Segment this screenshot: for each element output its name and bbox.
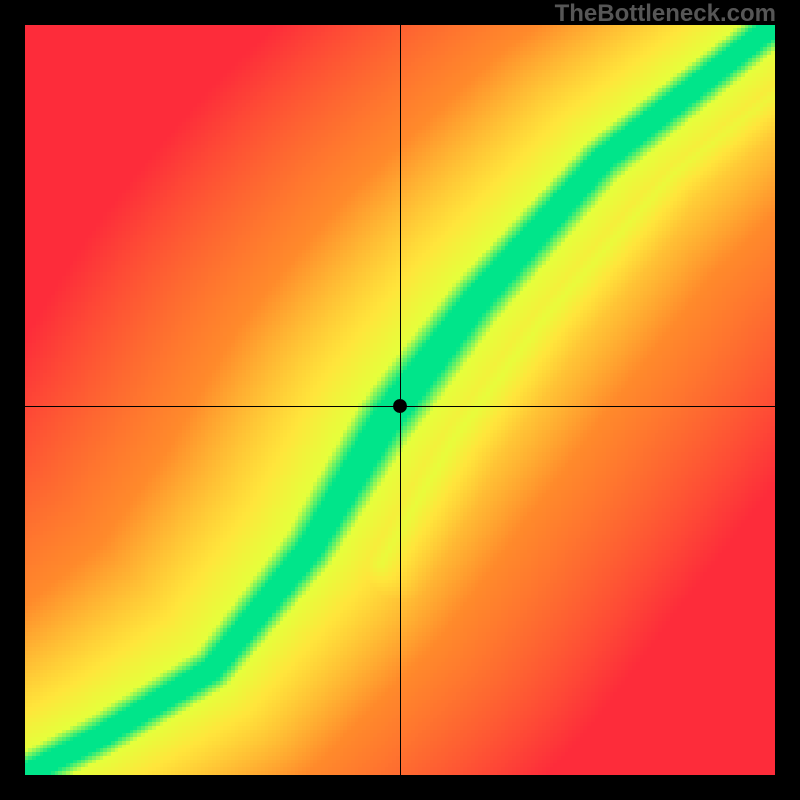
- bottleneck-heatmap: [25, 25, 775, 775]
- stage: TheBottleneck.com: [0, 0, 800, 800]
- watermark-text: TheBottleneck.com: [555, 0, 776, 28]
